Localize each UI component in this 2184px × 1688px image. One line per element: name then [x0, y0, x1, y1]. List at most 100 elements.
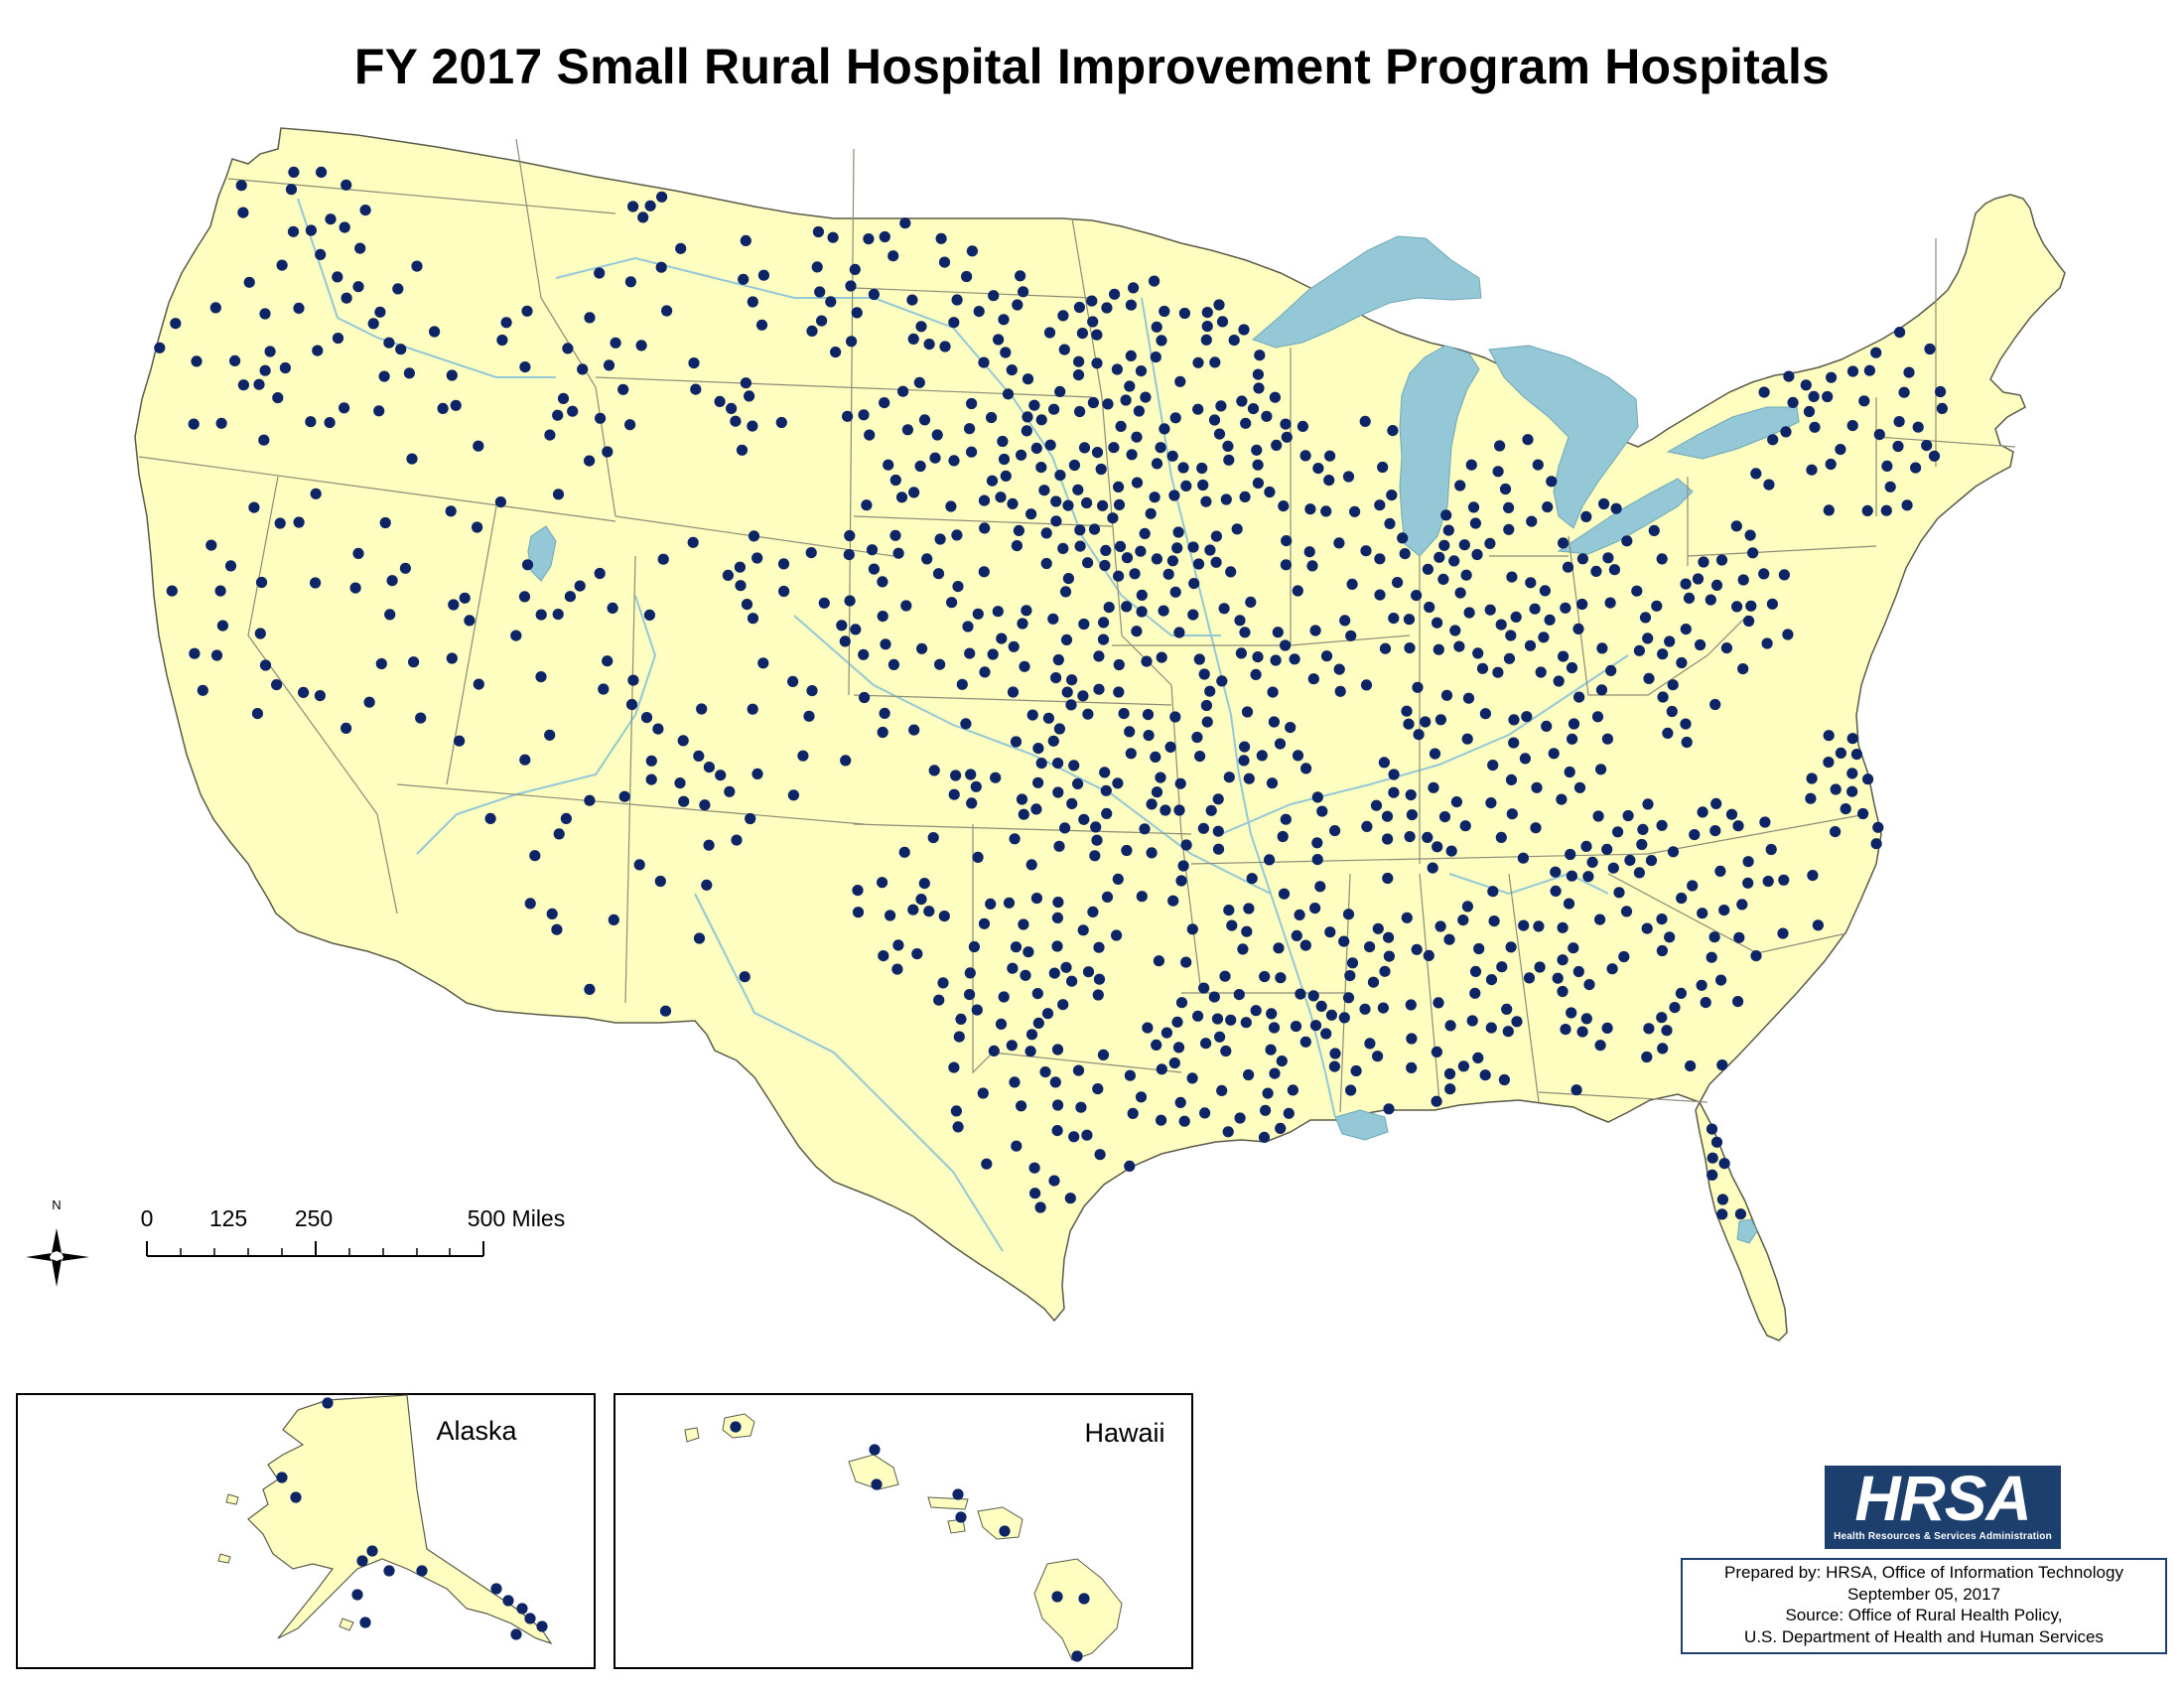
hospital-marker	[1780, 426, 1792, 438]
hospital-marker	[1565, 848, 1576, 861]
hospital-marker	[1168, 1057, 1180, 1069]
hospital-marker	[1734, 1208, 1746, 1220]
hospital-marker	[714, 395, 726, 407]
hospital-marker	[322, 1397, 334, 1409]
hospital-marker	[811, 261, 823, 273]
hospital-marker	[997, 435, 1009, 448]
lake-huron	[1488, 345, 1639, 529]
hospital-marker	[584, 983, 596, 996]
hospital-marker	[1714, 865, 1726, 878]
hospital-marker	[962, 621, 974, 633]
hospital-marker	[1062, 573, 1074, 585]
hospital-marker	[1072, 369, 1085, 381]
hospital-marker	[1434, 920, 1446, 932]
hospital-marker	[1159, 423, 1170, 435]
hospital-marker	[897, 385, 909, 397]
hospital-marker	[1102, 398, 1114, 410]
hospital-marker	[1259, 970, 1271, 983]
hospital-marker	[1823, 757, 1835, 769]
hospital-marker	[1444, 1083, 1456, 1095]
hospital-marker	[1222, 1126, 1234, 1138]
west-arrow-point	[26, 1253, 52, 1261]
hospital-marker	[745, 812, 756, 825]
hospital-marker	[1566, 1007, 1577, 1019]
hospital-marker	[1268, 716, 1280, 728]
hospital-marker	[966, 446, 978, 458]
hospital-marker	[521, 305, 533, 317]
hospital-marker	[1346, 578, 1358, 591]
hospital-marker	[891, 963, 903, 975]
hospital-marker	[1550, 885, 1562, 898]
hospital-marker	[1125, 299, 1137, 311]
hospital-marker	[643, 609, 656, 622]
hospital-marker	[1458, 539, 1470, 551]
hospital-marker	[359, 205, 371, 216]
hospital-marker	[1884, 481, 1896, 492]
hospital-marker	[1737, 663, 1749, 675]
hospital-marker	[1113, 658, 1125, 671]
hospital-marker	[1438, 539, 1450, 551]
hospital-marker	[1718, 1158, 1730, 1170]
hospital-marker	[1573, 691, 1585, 703]
hospital-marker	[510, 1628, 522, 1640]
state-boundary-line	[247, 476, 398, 914]
hospital-marker	[1594, 1040, 1606, 1052]
hospital-marker	[990, 772, 1002, 783]
hospital-marker	[1440, 689, 1453, 701]
hospital-marker	[1252, 368, 1264, 380]
hospital-marker	[276, 1472, 288, 1483]
hospital-marker	[243, 276, 255, 288]
hospital-marker	[1186, 923, 1198, 935]
hospital-marker	[1857, 807, 1869, 820]
hospital-marker	[1459, 820, 1471, 832]
hospital-marker	[1011, 1140, 1023, 1152]
hospital-marker	[1076, 328, 1088, 340]
hospital-marker	[1150, 751, 1161, 764]
hospital-marker	[883, 459, 894, 471]
alaska-inset: Alaska	[16, 1393, 596, 1669]
hospital-marker	[1596, 642, 1608, 654]
hospital-marker	[1556, 793, 1568, 805]
hospital-marker	[1664, 635, 1676, 647]
hospital-marker	[931, 429, 943, 441]
hospital-marker	[1010, 941, 1023, 953]
hospital-marker	[1086, 295, 1098, 307]
hospital-marker	[1449, 625, 1461, 636]
hospital-marker	[1030, 893, 1042, 905]
hospital-marker	[739, 971, 751, 983]
hospital-marker	[1892, 440, 1904, 453]
hospital-marker	[1531, 781, 1543, 793]
hospital-marker	[1016, 1100, 1027, 1112]
hospital-marker	[1112, 873, 1124, 886]
hospital-marker	[678, 795, 690, 807]
hospital-marker	[1553, 675, 1565, 687]
great-salt-lake	[527, 525, 557, 582]
hospital-marker	[1066, 797, 1078, 810]
hospital-marker	[1372, 922, 1384, 934]
hospital-marker	[1631, 585, 1643, 597]
hospital-marker	[1234, 615, 1246, 627]
hospital-marker	[806, 325, 818, 337]
hospital-marker	[1338, 1012, 1350, 1024]
hospital-marker	[1210, 530, 1222, 542]
hospital-marker	[748, 530, 760, 542]
hospital-marker	[1035, 758, 1047, 770]
hospital-marker	[446, 652, 458, 664]
hospital-marker	[1112, 777, 1124, 789]
hospital-marker	[459, 592, 471, 604]
hospital-marker	[1747, 547, 1759, 559]
hospital-marker	[379, 516, 391, 529]
hospital-marker	[964, 647, 976, 659]
hospital-marker	[1290, 1021, 1302, 1033]
hospital-marker	[272, 392, 284, 404]
scale-label-125: 125	[209, 1205, 247, 1231]
hospital-marker	[1534, 961, 1546, 973]
hospital-marker	[1379, 642, 1392, 654]
hospital-marker	[535, 609, 547, 621]
hospital-marker	[1530, 822, 1542, 834]
hospital-marker	[1487, 886, 1499, 898]
hospital-marker	[1146, 847, 1158, 859]
hospital-marker	[1386, 490, 1398, 501]
hospital-marker	[1074, 524, 1086, 536]
hospital-marker	[889, 529, 901, 541]
